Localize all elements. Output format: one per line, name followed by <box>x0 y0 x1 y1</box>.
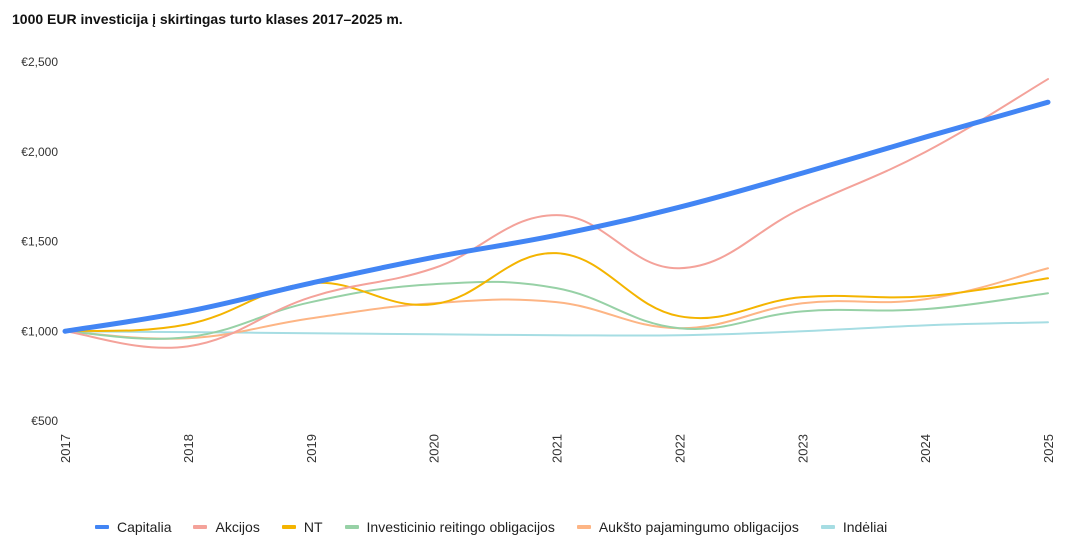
legend-swatch <box>576 525 591 529</box>
legend-swatch <box>344 525 359 529</box>
x-tick-label: 2017 <box>58 434 73 463</box>
y-tick-label: €1,500 <box>21 235 58 249</box>
series-lines <box>62 78 1051 349</box>
y-tick-label: €2,000 <box>21 145 58 159</box>
series-line-ind-liai <box>64 321 1049 337</box>
legend-label: Investicinio reitingo obligacijos <box>366 519 555 535</box>
x-tick-label: 2022 <box>672 434 687 463</box>
legend-label: Indėliai <box>842 519 888 535</box>
legend-item[interactable]: Aukšto pajamingumo obligacijos <box>576 519 799 535</box>
legend: Capitalia Akcijos NT Investicinio reitingo … <box>95 519 909 535</box>
x-tick-label: 2025 <box>1041 434 1056 463</box>
series-line-investicinio-reitingo-obligacijos <box>64 280 1049 340</box>
x-tick-label: 2021 <box>550 434 565 463</box>
y-tick-label: €1,000 <box>21 324 58 338</box>
x-tick-label: 2018 <box>181 434 196 463</box>
series-line-akcijos <box>64 78 1049 349</box>
legend-label: Aukšto pajamingumo obligacijos <box>598 519 799 535</box>
x-tick-label: 2019 <box>304 434 319 463</box>
legend-item[interactable]: Investicinio reitingo obligacijos <box>344 519 555 535</box>
legend-item[interactable]: Akcijos <box>193 519 260 535</box>
legend-label: NT <box>303 519 323 535</box>
legend-swatch <box>95 525 109 529</box>
legend-label: Akcijos <box>215 519 260 535</box>
legend-swatch <box>281 525 296 529</box>
legend-swatch <box>820 525 835 529</box>
y-tick-label: €500 <box>31 414 58 428</box>
x-axis: 2017 2018 2019 2020 2021 2022 2023 2024 2025 <box>58 434 1056 463</box>
x-tick-label: 2023 <box>795 434 810 463</box>
y-tick-label: €2,500 <box>21 55 58 69</box>
chart-title: 1000 EUR investicija į skirtingas turto … <box>12 11 403 27</box>
legend-item[interactable]: NT <box>281 519 323 535</box>
x-tick-label: 2020 <box>427 434 442 463</box>
legend-label: Capitalia <box>117 519 172 535</box>
series-line-capitalia <box>62 99 1051 334</box>
y-axis: €500 €1,000 €1,500 €2,000 €2,500 <box>21 55 58 428</box>
legend-swatch <box>193 525 208 529</box>
legend-item[interactable]: Indėliai <box>820 519 888 535</box>
x-tick-label: 2024 <box>918 434 933 463</box>
series-line-auk-to-pajamingumo-obligacijos <box>64 267 1049 340</box>
series-line-nt <box>64 252 1049 333</box>
legend-item[interactable]: Capitalia <box>95 519 171 535</box>
